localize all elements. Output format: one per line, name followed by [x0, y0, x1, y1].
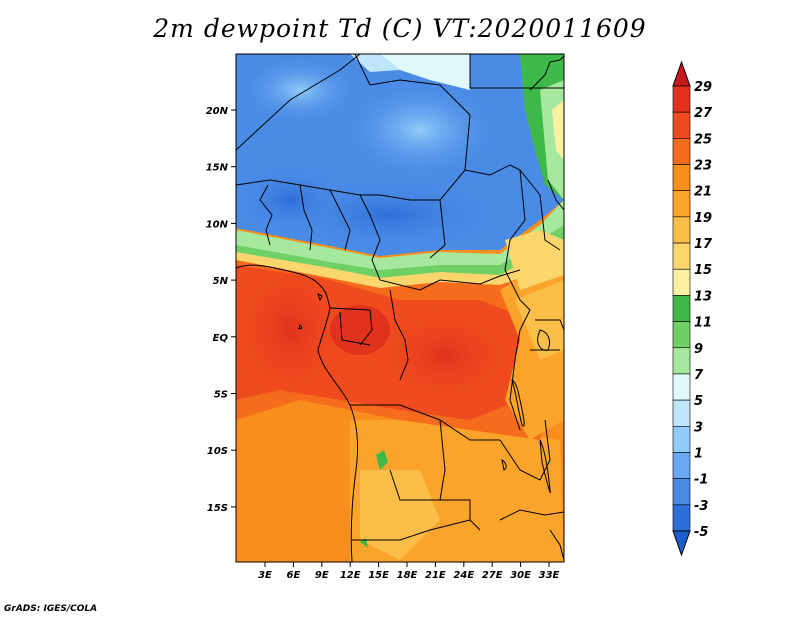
y-tick-label: 5N: [213, 276, 229, 287]
colorbar-label: 5: [694, 394, 703, 409]
x-tick-label: 12E: [340, 570, 361, 581]
colorbar-label: -1: [694, 473, 708, 488]
colorbar-swatch: [672, 216, 691, 244]
colorbar-label: 25: [694, 132, 712, 147]
x-tick-label: 30E: [510, 570, 531, 581]
colorbar-swatch: [672, 478, 691, 506]
x-tick-label: 33E: [539, 570, 560, 581]
x-tick-label: 27E: [482, 570, 503, 581]
colorbar-top-arrow: [672, 60, 691, 87]
colorbar-label: 29: [694, 80, 712, 95]
colorbar-swatch: [672, 190, 691, 218]
colorbar-label: 15: [694, 263, 712, 278]
colorbar-swatch: [672, 242, 691, 270]
grads-credit: GrADS: IGES/COLA: [4, 604, 98, 614]
colorbar-swatch: [672, 268, 691, 296]
colorbar-swatch: [672, 164, 691, 192]
colorbar-swatch: [672, 85, 691, 113]
colorbar-label: -3: [694, 499, 708, 514]
y-tick-label: 10S: [207, 446, 228, 457]
colorbar-label: 27: [694, 106, 713, 121]
colorbar-swatch: [672, 111, 691, 139]
longitude-axis: 3E 6E 9E 12E 15E 18E 21E 24E 27E 30E 33E: [258, 562, 560, 581]
country-borders: [236, 54, 564, 562]
y-tick-label: 20N: [206, 106, 229, 117]
colorbar-label: 1: [694, 446, 703, 461]
y-tick-label: EQ: [213, 333, 229, 344]
colorbar-bottom-arrow: [672, 530, 691, 557]
x-tick-label: 9E: [315, 570, 329, 581]
map-title: 2m dewpoint Td (C) VT:2020011609: [153, 14, 647, 43]
x-tick-label: 18E: [397, 570, 418, 581]
colorbar-swatch: [672, 452, 691, 479]
colorbar-label: -5: [694, 525, 708, 540]
colorbar-label: 19: [694, 211, 712, 226]
colorbar-label: 9: [694, 342, 703, 357]
colorbar-label: 3: [694, 420, 703, 435]
x-tick-label: 21E: [425, 570, 446, 581]
latitude-axis: 20N 15N 10N 5N EQ 5S 10S 15S: [206, 106, 236, 514]
colorbar-swatch: [672, 373, 691, 401]
colorbar-swatch: [672, 138, 691, 165]
colorbar-swatch: [672, 504, 691, 532]
colorbar-label: 23: [694, 159, 712, 174]
colorbar-label: 7: [694, 368, 704, 383]
colorbar-label: 11: [694, 316, 712, 331]
colorbar-swatch: [672, 295, 691, 322]
colorbar-swatch: [672, 399, 691, 427]
x-tick-label: 3E: [258, 570, 272, 581]
y-tick-label: 15S: [207, 503, 228, 514]
colorbar-swatch: [672, 321, 691, 349]
x-tick-label: 24E: [453, 570, 474, 581]
map-frame: [235, 53, 565, 563]
colorbar-label: 21: [694, 185, 712, 200]
y-tick-label: 5S: [214, 390, 228, 401]
y-tick-label: 15N: [206, 163, 229, 174]
x-tick-label: 15E: [368, 570, 389, 581]
x-tick-label: 6E: [287, 570, 301, 581]
y-tick-label: 10N: [206, 219, 229, 230]
dewpoint-field: [236, 54, 564, 562]
colorbar-swatch: [672, 347, 691, 375]
colorbar-legend: 29 27 25 23 21 19 17 15 13 11 9 7 5 3 1 -1 -3 -5: [672, 60, 713, 557]
colorbar-label: 17: [694, 237, 713, 252]
colorbar-swatch: [672, 425, 691, 453]
colorbar-label: 13: [694, 289, 712, 304]
